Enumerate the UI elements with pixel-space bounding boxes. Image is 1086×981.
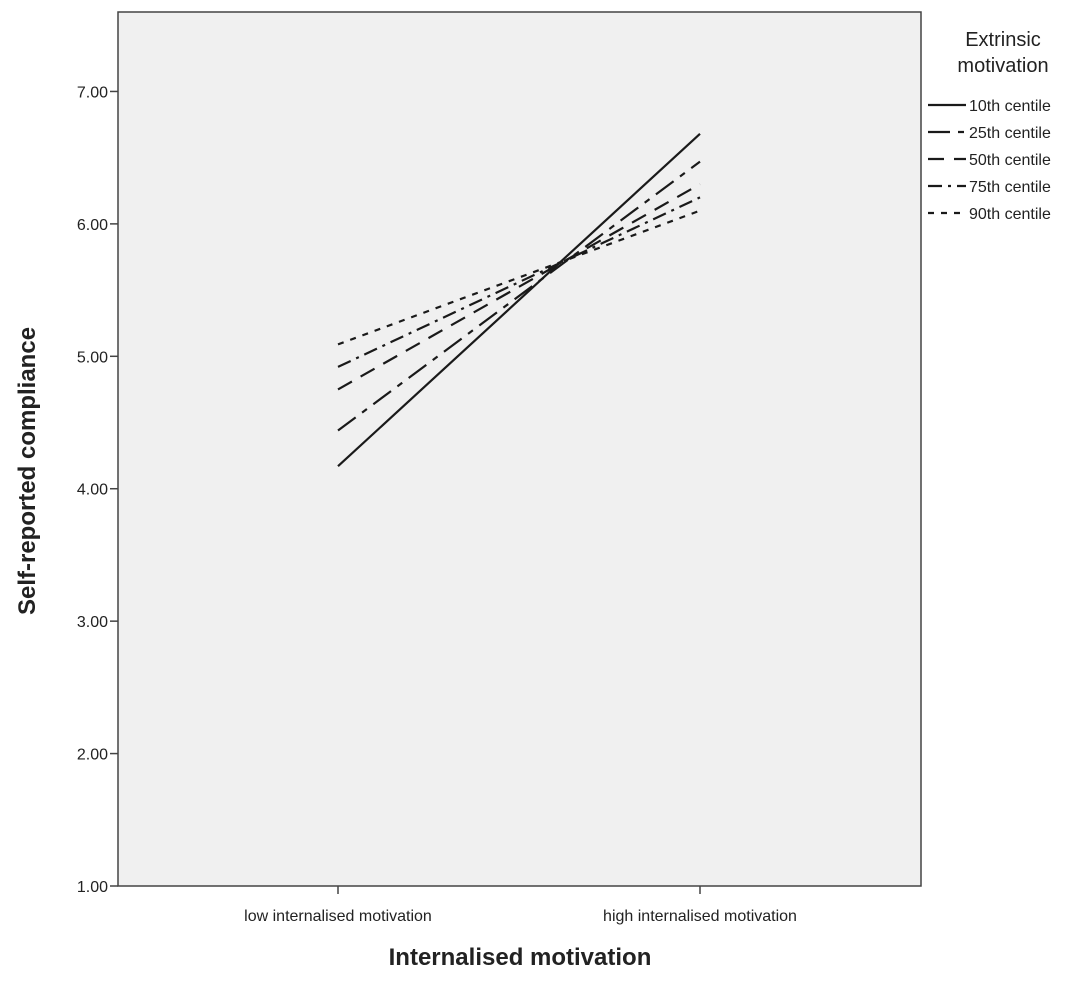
series-line-3 (337, 183, 701, 391)
series-line-4 (337, 196, 701, 368)
y-axis-title: Self-reported compliance (14, 327, 41, 615)
y-tick-label: 4.00 (77, 482, 108, 499)
legend-label-4: 75th centile (969, 179, 1051, 196)
y-tick-label: 7.00 (77, 84, 108, 101)
legend-title-line-2: motivation (957, 55, 1048, 77)
series-lines (337, 133, 701, 468)
series-line-1 (337, 133, 701, 468)
series-line-2 (337, 160, 701, 432)
x-axis: low internalised motivation high internal… (244, 886, 797, 925)
y-tick-label: 6.00 (77, 217, 108, 234)
legend-label-3: 50th centile (969, 152, 1051, 169)
legend: Extrinsic motivation 10th centile 25th ce… (928, 29, 1051, 223)
legend-label-1: 10th centile (969, 98, 1051, 115)
plot-area (117, 11, 922, 887)
legend-title-line-1: Extrinsic (965, 29, 1041, 51)
y-tick-label: 1.00 (77, 879, 108, 896)
y-tick-label: 2.00 (77, 747, 108, 764)
legend-label-2: 25th centile (969, 125, 1051, 142)
legend-label-5: 90th centile (969, 206, 1051, 223)
y-tick-label: 3.00 (77, 614, 108, 631)
x-tick-label: high internalised motivation (603, 908, 797, 925)
x-tick-label: low internalised motivation (244, 908, 432, 925)
y-axis: 1.00 2.00 3.00 4.00 5.00 6.00 7.00 (77, 84, 118, 896)
x-axis-title: Internalised motivation (389, 944, 652, 971)
y-tick-label: 5.00 (77, 349, 108, 366)
